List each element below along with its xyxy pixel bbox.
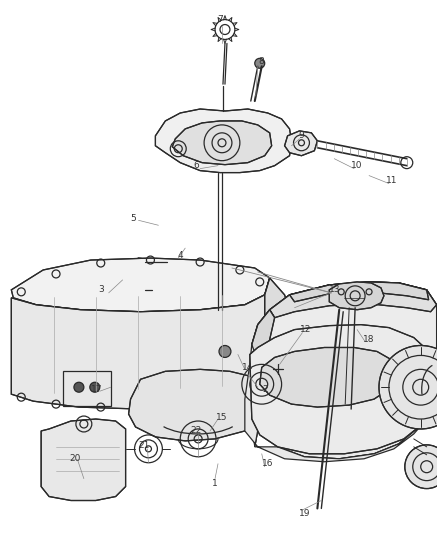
Text: 17: 17 [91, 385, 102, 394]
Text: 4: 4 [177, 251, 183, 260]
Polygon shape [290, 282, 429, 302]
Polygon shape [120, 258, 159, 285]
Text: 19: 19 [299, 509, 310, 518]
Text: 3: 3 [98, 285, 104, 294]
Text: 12: 12 [300, 325, 311, 334]
Text: 16: 16 [262, 459, 273, 469]
Text: 7: 7 [217, 15, 223, 24]
Circle shape [74, 382, 84, 392]
Text: 6: 6 [193, 161, 199, 170]
Polygon shape [270, 282, 437, 318]
Polygon shape [172, 121, 272, 165]
Text: 20: 20 [69, 454, 81, 463]
Text: 18: 18 [363, 335, 375, 344]
Polygon shape [260, 348, 394, 407]
Polygon shape [11, 258, 270, 312]
Circle shape [379, 345, 438, 429]
Text: 11: 11 [386, 176, 398, 185]
Circle shape [90, 382, 100, 392]
Polygon shape [285, 131, 318, 156]
Polygon shape [11, 278, 270, 409]
Circle shape [405, 445, 438, 489]
Polygon shape [129, 369, 268, 441]
Polygon shape [252, 282, 437, 459]
Polygon shape [329, 282, 384, 310]
Polygon shape [252, 310, 275, 447]
Text: 5: 5 [131, 214, 136, 223]
Text: 21: 21 [139, 441, 150, 450]
Polygon shape [245, 344, 437, 462]
Circle shape [255, 58, 265, 68]
Text: 2: 2 [262, 385, 268, 394]
Text: 14: 14 [242, 363, 254, 372]
Text: 1: 1 [212, 479, 218, 488]
Text: 22: 22 [191, 426, 202, 435]
Polygon shape [155, 109, 292, 173]
Text: 10: 10 [351, 161, 363, 170]
Text: 9: 9 [299, 131, 304, 140]
Polygon shape [175, 350, 268, 401]
Polygon shape [265, 278, 290, 394]
Polygon shape [41, 419, 126, 500]
Text: 8: 8 [259, 57, 265, 66]
Circle shape [219, 345, 231, 358]
Bar [63, 372, 111, 406]
Polygon shape [250, 325, 427, 454]
Text: 13: 13 [328, 285, 340, 294]
Text: 15: 15 [216, 413, 228, 422]
